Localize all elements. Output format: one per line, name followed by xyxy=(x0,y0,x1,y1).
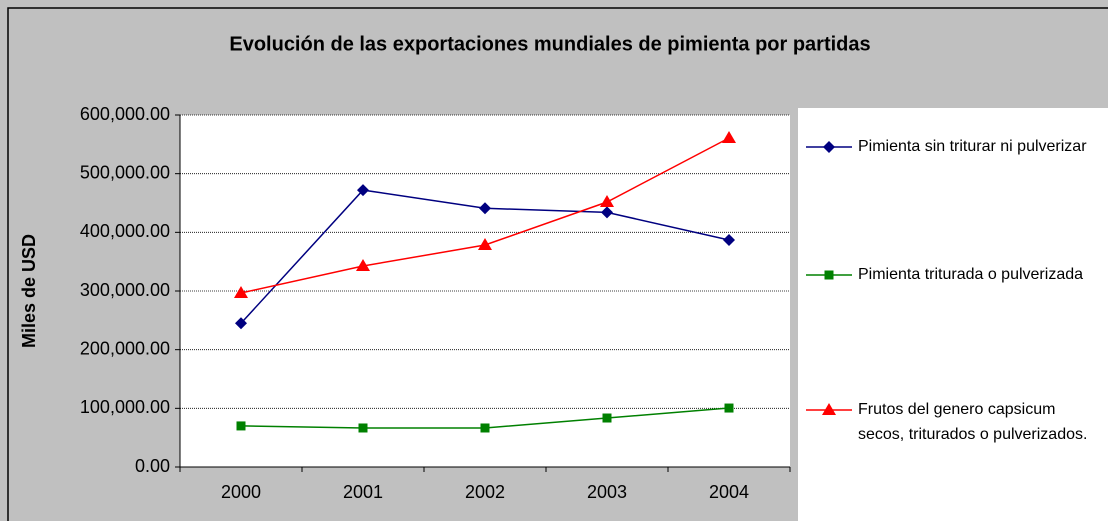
y-tick-label: 400,000.00 xyxy=(80,221,170,241)
y-tick-label: 100,000.00 xyxy=(80,397,170,417)
marker xyxy=(479,202,491,215)
x-tick-label: 2002 xyxy=(465,482,505,502)
y-tick-label: 500,000.00 xyxy=(80,162,170,182)
x-tick-label: 2000 xyxy=(221,482,261,502)
legend-label: Pimienta sin triturar ni pulverizar xyxy=(858,138,1087,155)
legend-box xyxy=(798,108,1108,521)
x-tick-label: 2003 xyxy=(587,482,627,502)
legend-label: Pimienta triturada o pulverizada xyxy=(858,266,1084,283)
marker xyxy=(478,238,492,251)
y-tick-label: 300,000.00 xyxy=(80,280,170,300)
marker xyxy=(480,423,490,433)
marker xyxy=(602,413,612,423)
marker xyxy=(357,184,369,197)
y-tick-label: 200,000.00 xyxy=(80,338,170,358)
marker xyxy=(722,130,736,143)
marker xyxy=(356,259,370,272)
marker xyxy=(824,270,834,280)
marker xyxy=(601,206,613,219)
marker xyxy=(358,423,368,433)
x-tick-label: 2001 xyxy=(343,482,383,502)
marker xyxy=(235,317,247,330)
marker xyxy=(600,195,614,208)
chart-title: Evolución de las exportaciones mundiales… xyxy=(229,33,870,55)
x-tick-label: 2004 xyxy=(709,482,749,502)
marker xyxy=(822,403,836,415)
marker xyxy=(724,403,734,413)
legend-label: Frutos del genero capsicum secos, tritur… xyxy=(858,401,1088,443)
y-axis-title: Miles de USD xyxy=(19,234,39,348)
marker xyxy=(234,285,248,298)
marker xyxy=(236,421,246,431)
y-tick-label: 600,000.00 xyxy=(80,104,170,124)
marker xyxy=(823,141,835,153)
y-tick-label: 0.00 xyxy=(135,456,170,476)
marker xyxy=(723,233,735,246)
